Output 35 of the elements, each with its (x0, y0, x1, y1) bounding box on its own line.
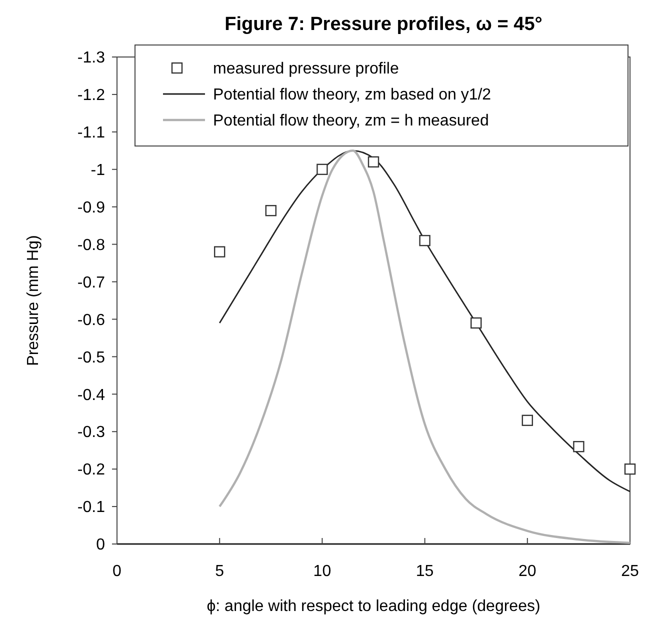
x-tick-label: 20 (518, 563, 536, 580)
y-tick-label: -0.7 (77, 274, 106, 292)
x-tick-label: 25 (621, 563, 639, 580)
y-axis-title: Pressure (mm Hg) (25, 235, 42, 366)
x-tick-label: 10 (313, 563, 332, 580)
point (624, 463, 636, 475)
point (214, 246, 226, 258)
y-tick-label: -1.3 (77, 50, 106, 67)
x-tick-label: 0 (112, 563, 122, 580)
y-tick-label: -0.6 (77, 312, 106, 329)
x-tick-label: 15 (416, 563, 434, 580)
y-tick-label: -1.2 (77, 87, 106, 104)
point (265, 204, 276, 216)
x-tick-label: 5 (215, 563, 224, 580)
point (368, 156, 380, 168)
legend-label: Potential flow theory, zm based on y1/2 (213, 86, 492, 104)
y-tick-label: -0.1 (77, 499, 106, 516)
y-tick-label: -0.5 (77, 349, 106, 366)
y-tick-label: -1 (90, 162, 106, 179)
point (419, 234, 430, 246)
point (522, 414, 533, 426)
y-tick-label: 0 (96, 536, 106, 554)
y-tick-label: -0.2 (77, 462, 106, 479)
y-tick-label: -1.1 (77, 124, 106, 142)
y-tick-label: -0.8 (77, 236, 106, 254)
y-tick-label: -0.4 (77, 386, 106, 404)
legend-label: measured pressure profile (213, 60, 399, 78)
x-axis-title: ϕ: angle with respect to leading edge (degrees) (206, 598, 540, 615)
y-tick-label: -0.3 (77, 424, 106, 442)
point (470, 317, 482, 329)
y-tick-label: -0.9 (77, 199, 106, 216)
point (316, 164, 328, 175)
point (573, 441, 584, 452)
legend-label: Potential flow theory, zm = h measured (213, 112, 489, 130)
chart-title: Figure 7: Pressure profiles, ω = 45° (224, 14, 542, 35)
